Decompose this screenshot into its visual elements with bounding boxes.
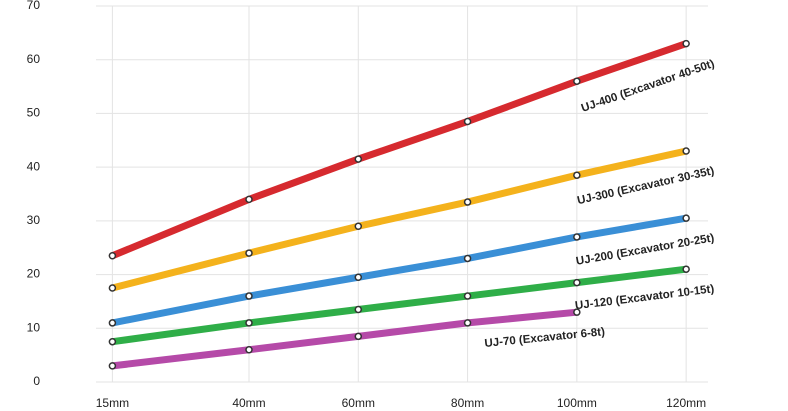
series-line	[108, 147, 690, 292]
y-tick-label: 10	[27, 320, 41, 334]
x-tick-label: 60mm	[342, 396, 375, 410]
data-point	[682, 265, 690, 273]
data-point	[573, 77, 581, 85]
data-point	[463, 117, 472, 126]
data-point	[245, 292, 253, 300]
y-tick-label: 60	[27, 52, 41, 66]
series-line	[108, 265, 690, 346]
data-point	[108, 319, 117, 327]
data-point	[245, 195, 253, 204]
data-point	[573, 278, 581, 287]
y-tick-label: 70	[27, 0, 41, 12]
data-point	[463, 254, 472, 263]
data-point	[463, 319, 472, 327]
series-line	[108, 40, 690, 260]
data-point	[245, 319, 253, 327]
x-tick-label: 15mm	[96, 396, 129, 410]
data-point	[108, 362, 117, 370]
data-point	[463, 198, 472, 206]
series-label: UJ-200 (Excavator 20-25t)	[575, 232, 715, 268]
data-point	[354, 155, 363, 163]
y-tick-label: 40	[27, 159, 41, 173]
y-tick-label: 0	[33, 374, 40, 388]
data-point	[354, 305, 363, 314]
x-tick-label: 120mm	[666, 396, 706, 410]
series-label: UJ-400 (Excavator 40-50t)	[580, 58, 716, 115]
data-point	[245, 249, 253, 257]
data-point	[108, 252, 117, 260]
y-tick-label: 20	[27, 267, 41, 281]
series-label: UJ-70 (Excavator 6-8t)	[484, 326, 606, 350]
data-point	[682, 214, 690, 222]
data-point	[245, 346, 253, 354]
data-point	[354, 222, 363, 230]
x-tick-label: 80mm	[451, 396, 484, 410]
series-line	[108, 214, 690, 327]
data-point	[108, 337, 117, 346]
x-tick-label: 40mm	[232, 396, 265, 410]
data-point	[354, 273, 363, 282]
x-tick-label: 100mm	[557, 396, 597, 410]
y-tick-label: 50	[27, 106, 41, 120]
data-point	[108, 284, 117, 292]
data-point	[682, 39, 690, 48]
data-point	[354, 332, 363, 341]
data-point	[573, 233, 581, 241]
data-point	[573, 308, 581, 316]
data-point	[573, 171, 581, 179]
y-tick-label: 30	[27, 213, 41, 227]
series-label: UJ-120 (Excavator 10-15t)	[574, 283, 715, 312]
data-point	[682, 147, 690, 155]
data-point	[463, 292, 472, 300]
